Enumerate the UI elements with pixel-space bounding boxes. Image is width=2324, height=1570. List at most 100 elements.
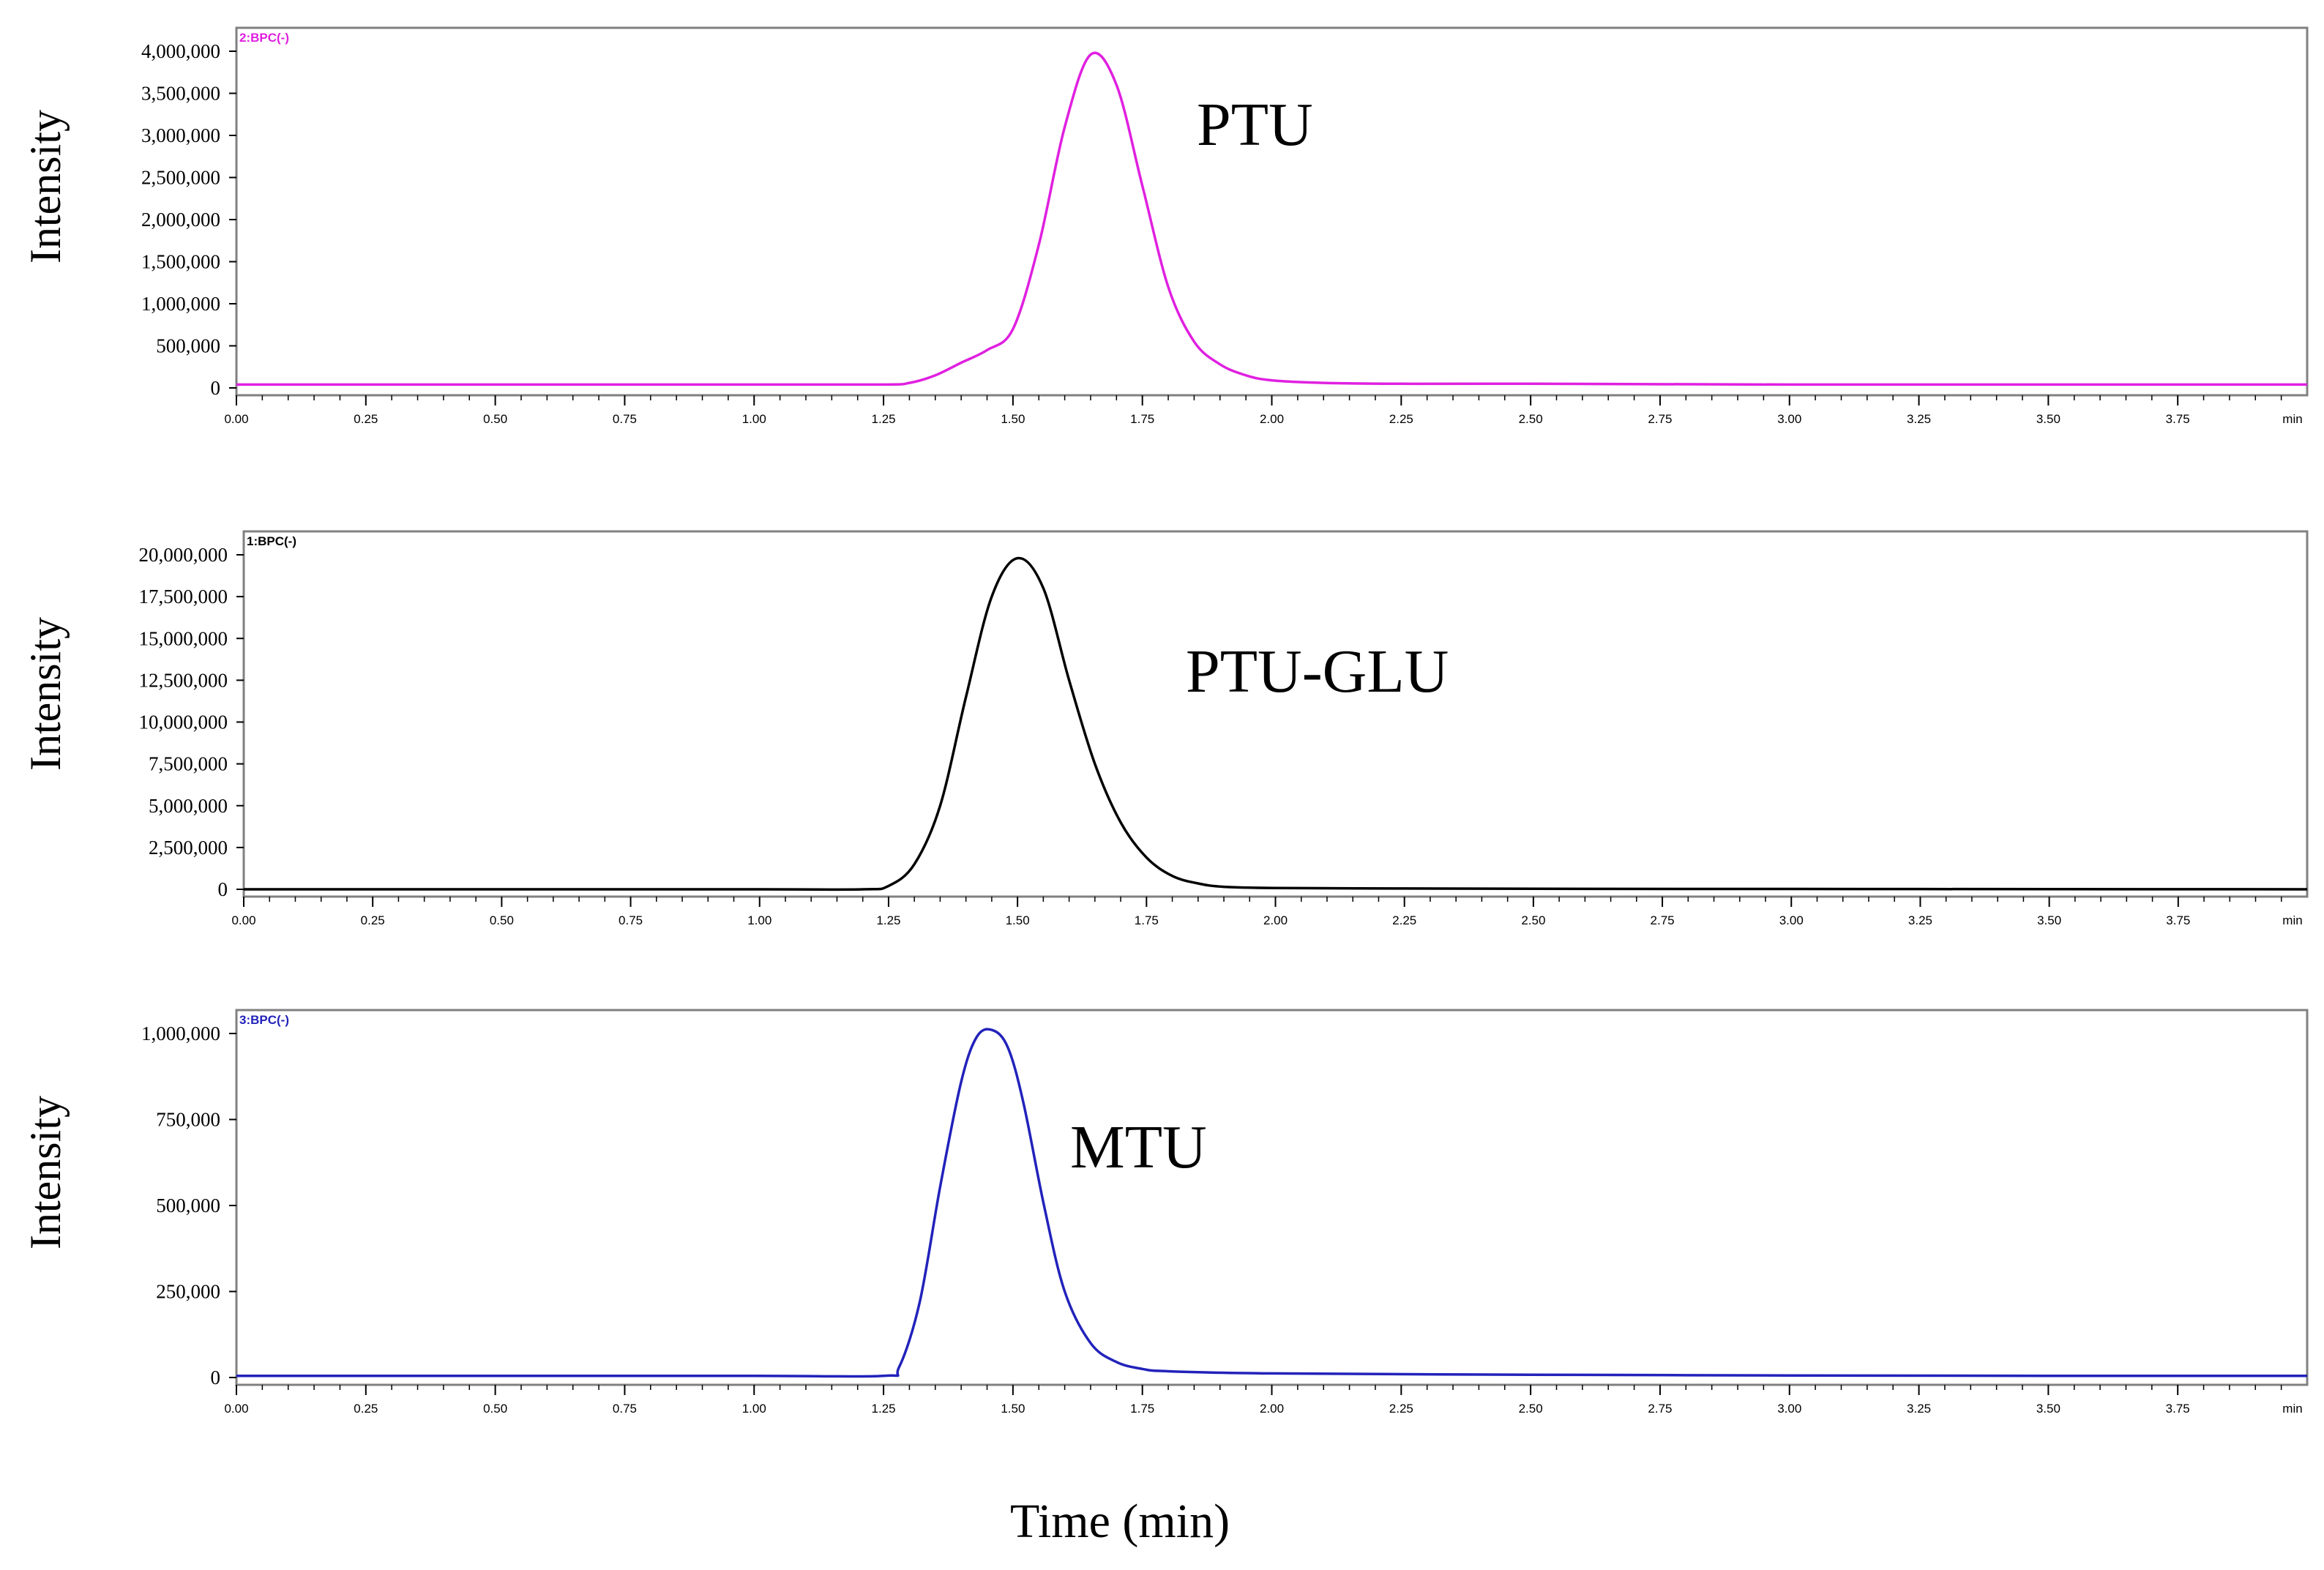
- panel-1-xtick-label-1: 0.25: [354, 412, 378, 426]
- panel-2-data-point-17: [1223, 886, 1225, 888]
- panel-2-data-point-10: [1042, 588, 1044, 589]
- panel-1-ytick-label-0: 0: [211, 377, 221, 399]
- panel-2-ytick-label-0: 0: [218, 878, 228, 900]
- panel-1-data-point-13: [1142, 185, 1143, 187]
- panel-3-data-point-17: [1167, 1371, 1169, 1372]
- panel-1-xtick-label-15: 3.75: [2166, 412, 2190, 426]
- panel-3-trace-label: 3:BPC(-): [239, 1013, 289, 1027]
- panel-2-xtick-label-8: 2.00: [1263, 913, 1288, 927]
- panel-1-data-point-15: [1193, 341, 1195, 343]
- panel-1-ytick-label-1: 500,000: [156, 335, 220, 357]
- panel-3-ytick-label-3: 750,000: [156, 1109, 220, 1131]
- panel-2-ytick-label-3: 7,500,000: [149, 753, 228, 775]
- panel-3-data-point-9: [992, 1029, 993, 1031]
- panel-2-xtick-label-0: 0.00: [231, 913, 255, 927]
- panel-3-data-point-1: [495, 1375, 496, 1377]
- panel-1-y-axis-title: Intensity: [21, 110, 70, 263]
- panel-3-data-point-12: [1043, 1205, 1045, 1206]
- panel-1-xtick-label-12: 3.00: [1777, 412, 1801, 426]
- panel-3-data-point-10: [1007, 1047, 1009, 1048]
- panel-1-data-point-2: [753, 384, 755, 385]
- panel-2-xtick-label-4: 1.00: [747, 913, 771, 927]
- panel-3-ytick-label-2: 500,000: [156, 1195, 220, 1216]
- panel-3-xtick-label-15: 3.75: [2166, 1402, 2190, 1416]
- panel-1-trace-label: 2:BPC(-): [239, 31, 289, 45]
- panel-1-data-point-23: [2047, 384, 2049, 385]
- panel-2-xtick-label-10: 2.50: [1521, 913, 1545, 927]
- panel-1-xtick-label-unit: min: [2282, 412, 2302, 426]
- panel-3-xtick-label-1: 0.25: [354, 1402, 378, 1416]
- panel-3-series-line: [236, 1028, 2307, 1378]
- panel-1-ytick-label-7: 3,500,000: [141, 83, 220, 105]
- panel-2-trace-label: 1:BPC(-): [247, 534, 296, 548]
- panel-3-xtick-label-6: 1.50: [1001, 1402, 1025, 1416]
- panel-2-ytick-label-1: 2,500,000: [149, 837, 228, 859]
- panel-2-data-point-18: [1275, 887, 1277, 889]
- panel-2-ytick-label-7: 17,500,000: [139, 586, 228, 608]
- panel-1-xtick-label-11: 2.75: [1648, 412, 1672, 426]
- panel-3-xtick-label-2: 0.50: [483, 1402, 507, 1416]
- panel-3-data-point-3: [883, 1375, 884, 1377]
- panel-2-data-point-0: [243, 889, 244, 890]
- panel-3-data-point-18: [1271, 1372, 1273, 1374]
- panel-1-data-point-5: [935, 375, 936, 376]
- panel-3-xtick-label-0: 0.00: [224, 1402, 248, 1416]
- panel-2-ytick-label-8: 20,000,000: [139, 544, 228, 566]
- panel-3-data-point-22: [2306, 1375, 2308, 1377]
- panel-3-xtick-label-unit: min: [2282, 1402, 2302, 1416]
- panel-3-ytick-label-4: 1,000,000: [141, 1023, 220, 1044]
- panel-3-xtick-label-5: 1.25: [872, 1402, 896, 1416]
- panel-3-compound-label: MTU: [1070, 1113, 1207, 1181]
- panel-2-xtick-label-9: 2.25: [1392, 913, 1416, 927]
- x-axis-label: Time (min): [1010, 1495, 1230, 1548]
- panel-2-data-point-13: [1120, 822, 1121, 823]
- panel-3-y-axis-title: Intensity: [21, 1096, 70, 1249]
- panel-2-data-point-3: [862, 889, 864, 890]
- panel-1-xtick-label-14: 3.50: [2036, 412, 2060, 426]
- panel-2-ytick-label-6: 15,000,000: [139, 627, 228, 649]
- panel-2-data-point-19: [1404, 888, 1405, 889]
- panel-3-xtick-label-7: 1.75: [1130, 1402, 1154, 1416]
- panel-2-xtick-label-2: 0.50: [490, 913, 514, 927]
- panel-2-data-point-21: [1790, 889, 1792, 890]
- panel-1-xtick-label-7: 1.75: [1130, 412, 1154, 426]
- panel-1-data-point-4: [908, 382, 910, 384]
- chart-panel-2: 0 2,500,000 5,000,000 7,500,000 10,000,000 12…: [21, 530, 2309, 927]
- panel-1-xtick-label-13: 3.25: [1907, 412, 1931, 426]
- panel-3-xtick-label-8: 2.00: [1260, 1402, 1284, 1416]
- panel-1-ytick-label-4: 2,000,000: [141, 209, 220, 231]
- panel-3-data-point-0: [236, 1375, 237, 1377]
- panel-3-ytick-label-1: 250,000: [156, 1281, 220, 1303]
- panel-1-data-point-0: [236, 384, 237, 385]
- panel-2-data-point-1: [501, 889, 502, 890]
- panel-1-data-point-1: [495, 384, 496, 385]
- panel-1-ytick-label-5: 2,500,000: [141, 167, 220, 189]
- panel-3-data-point-8: [976, 1036, 977, 1038]
- panel-1-xtick-label-9: 2.25: [1389, 412, 1413, 426]
- panel-3-data-point-21: [2047, 1375, 2049, 1377]
- panel-1-data-point-11: [1090, 54, 1091, 56]
- panel-3-ytick-label-0: 0: [211, 1367, 221, 1388]
- panel-2-ytick-label-2: 5,000,000: [149, 795, 228, 817]
- panel-2-xtick-label-12: 3.00: [1779, 913, 1804, 927]
- panel-1-data-point-7: [987, 349, 988, 351]
- panel-3-data-point-15: [1116, 1361, 1117, 1363]
- panel-2-xtick-label-11: 2.75: [1651, 913, 1675, 927]
- panel-1-xtick-label-0: 0.00: [224, 412, 248, 426]
- panel-1-data-point-22: [1789, 384, 1790, 385]
- panel-3-data-point-19: [1530, 1374, 1531, 1375]
- panel-1-data-point-8: [1012, 329, 1014, 330]
- panel-1-data-point-3: [883, 384, 884, 385]
- panel-3-data-point-20: [1789, 1375, 1790, 1376]
- panel-3-xtick-label-14: 3.50: [2036, 1402, 2060, 1416]
- panel-1-xtick-label-10: 2.50: [1519, 412, 1543, 426]
- panel-1-data-point-6: [960, 362, 962, 364]
- panel-1-data-point-17: [1245, 375, 1247, 376]
- panel-2-data-point-11: [1069, 679, 1070, 681]
- panel-1-ytick-label-8: 4,000,000: [141, 40, 220, 62]
- panels-group: 0 500,000 1,000,000 1,500,000 2,000,000 2,500…: [21, 26, 2309, 1416]
- panel-1-data-point-14: [1167, 286, 1169, 288]
- panel-2-data-point-4: [888, 885, 889, 886]
- panel-2-data-point-20: [1533, 888, 1534, 889]
- panel-2-ytick-label-5: 12,500,000: [139, 669, 228, 691]
